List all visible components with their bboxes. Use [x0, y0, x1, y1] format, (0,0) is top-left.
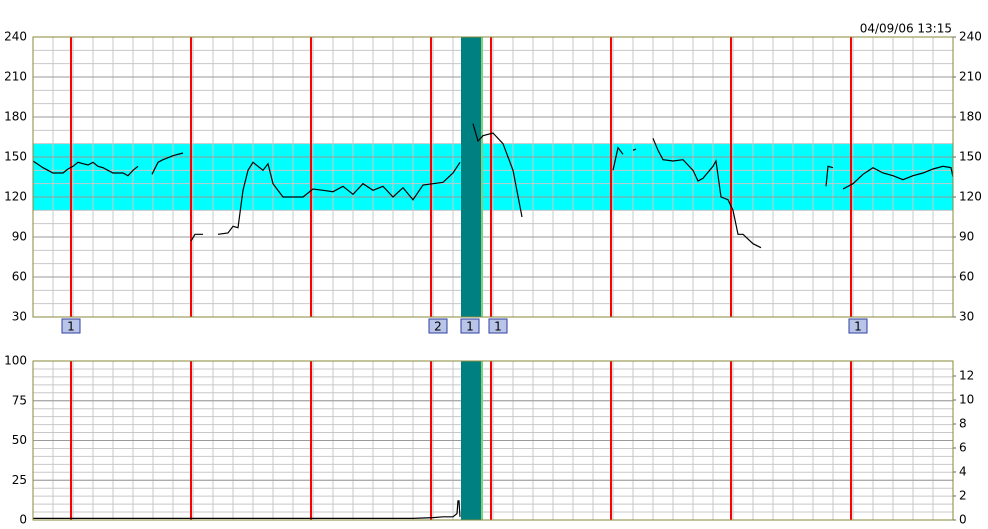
event-marker [61, 318, 81, 334]
timestamp: 04/09/06 13:15 [860, 22, 952, 36]
y2-tick-label: 90 [959, 230, 974, 244]
y2-tick-label: 10 [959, 393, 974, 407]
y-tick-label: 25 [12, 473, 27, 487]
y2-tick-label: 210 [959, 70, 982, 84]
y2-tick-label: 0 [959, 513, 967, 527]
event-marker-label: 1 [494, 320, 502, 334]
event-marker-label: 1 [67, 320, 75, 334]
y2-tick-label: 4 [959, 465, 967, 479]
y-tick-label: 100 [4, 354, 27, 368]
y2-tick-label: 180 [959, 110, 982, 124]
event-marker-label: 1 [466, 320, 474, 334]
y-tick-label: 60 [12, 270, 27, 284]
trace [33, 500, 461, 519]
y2-tick-label: 12 [959, 369, 974, 383]
y2-tick-label: 2 [959, 489, 967, 503]
y-tick-label: 240 [4, 30, 27, 44]
y-tick-label: 180 [4, 110, 27, 124]
event-band [461, 37, 481, 317]
event-marker [460, 318, 480, 334]
y2-tick-label: 240 [959, 30, 982, 44]
event-marker-label: 2 [434, 320, 442, 334]
y2-tick-label: 150 [959, 150, 982, 164]
event-band [461, 361, 481, 520]
plot-frame [32, 36, 954, 318]
y2-tick-label: 120 [959, 190, 982, 204]
trace [32, 123, 954, 249]
y-tick-label: 0 [19, 513, 27, 527]
y-tick-label: 150 [4, 150, 27, 164]
y2-tick-label: 30 [959, 310, 974, 324]
y-tick-label: 120 [4, 190, 27, 204]
y-tick-label: 75 [12, 393, 27, 407]
y-tick-label: 90 [12, 230, 27, 244]
plot-frame [32, 360, 954, 521]
event-marker [428, 318, 448, 334]
y-tick-label: 210 [4, 70, 27, 84]
y2-tick-label: 8 [959, 417, 967, 431]
y2-tick-label: 60 [959, 270, 974, 284]
y-tick-label: 50 [12, 433, 27, 447]
event-marker [488, 318, 508, 334]
event-marker [848, 318, 868, 334]
y-tick-label: 30 [12, 310, 27, 324]
y2-tick-label: 6 [959, 441, 967, 455]
event-marker-label: 1 [854, 320, 862, 334]
